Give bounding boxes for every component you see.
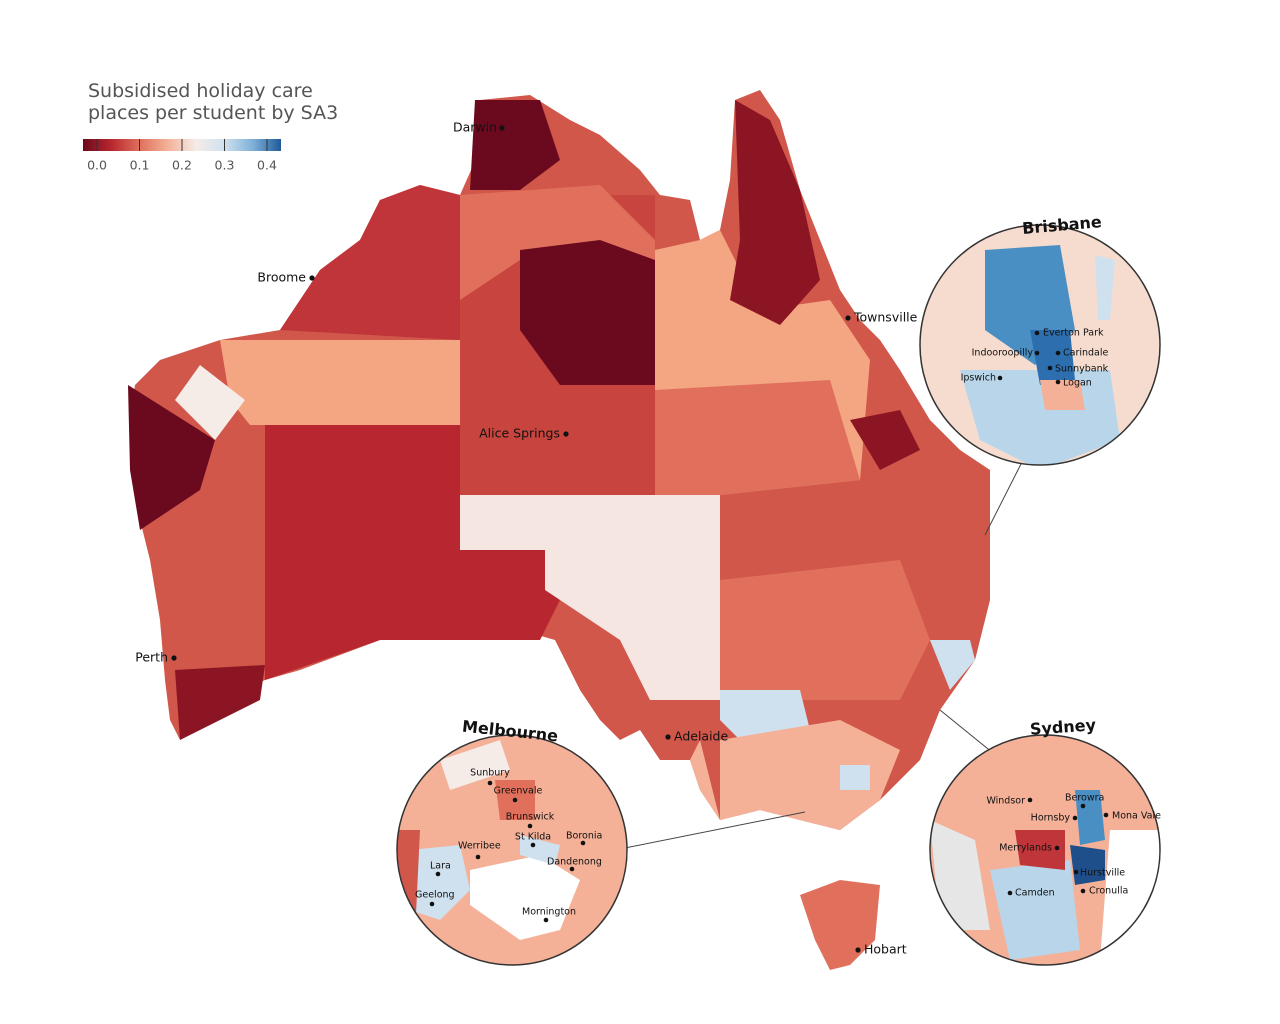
place-label: Hurstville	[1080, 868, 1125, 879]
place-dot	[580, 840, 586, 846]
city-label: Hobart	[864, 942, 907, 957]
place-label: Hornsby	[1031, 813, 1071, 824]
place-dot	[1007, 890, 1013, 896]
place-dot	[1072, 815, 1078, 821]
city-label: Alice Springs	[479, 426, 560, 441]
place-dot	[530, 842, 536, 848]
place-label: Geelong	[415, 890, 455, 901]
place-dot	[1103, 812, 1109, 818]
place-label: Dandenong	[547, 857, 602, 868]
city-dot	[855, 947, 861, 953]
place-label: Mornington	[522, 907, 576, 918]
place-label: Brunswick	[506, 812, 555, 823]
place-label: Camden	[1015, 888, 1055, 899]
place-label: Mona Vale	[1112, 811, 1161, 822]
place-label: Indooroopilly	[972, 348, 1034, 359]
city-label: Adelaide	[674, 729, 728, 744]
place-label: Logan	[1063, 378, 1092, 389]
city-label: Broome	[257, 270, 306, 285]
place-dot	[1055, 379, 1061, 385]
brisbane-inset	[919, 224, 1161, 466]
place-dot	[487, 780, 493, 786]
place-label: Everton Park	[1043, 328, 1104, 339]
place-label: St Kilda	[515, 832, 551, 843]
inset-title: Sydney	[1029, 715, 1097, 739]
legend-tick-label: 0.0	[87, 158, 107, 173]
city-dot	[309, 275, 315, 281]
city-dot	[171, 655, 177, 661]
inset-title: Brisbane	[1021, 212, 1102, 238]
map-title: Subsidised holiday care places per stude…	[88, 80, 339, 124]
place-dot	[1080, 888, 1086, 894]
place-label: Cronulla	[1089, 886, 1128, 897]
place-dot	[1027, 797, 1033, 803]
city-dot	[563, 431, 569, 437]
legend-tick-label: 0.1	[130, 158, 150, 173]
place-dot	[997, 375, 1003, 381]
place-dot	[435, 871, 441, 877]
place-label: Lara	[430, 861, 451, 872]
place-dot	[1073, 869, 1079, 875]
place-dot	[1034, 350, 1040, 356]
place-label: Carindale	[1063, 348, 1109, 359]
inset-connectors	[624, 461, 1023, 849]
place-label: Sunbury	[470, 768, 510, 779]
city-label: Perth	[135, 650, 168, 665]
city-label: Townsville	[853, 310, 918, 325]
place-dot	[1055, 350, 1061, 356]
city-label: Darwin	[453, 120, 497, 135]
city-dot	[499, 125, 505, 131]
sydney-inset	[929, 734, 1161, 966]
melbourne-inset	[396, 734, 628, 966]
city-dot	[665, 734, 671, 740]
city-dot	[845, 315, 851, 321]
place-dot	[569, 866, 575, 872]
place-dot	[429, 901, 435, 907]
place-label: Boronia	[566, 831, 602, 842]
legend-tick-label: 0.3	[215, 158, 235, 173]
place-dot	[1080, 803, 1086, 809]
legend-tick-label: 0.2	[172, 158, 192, 173]
place-label: Berowra	[1065, 793, 1104, 804]
place-dot	[543, 917, 549, 923]
place-label: Werribee	[458, 841, 501, 852]
place-dot	[475, 854, 481, 860]
place-dot	[527, 823, 533, 829]
place-label: Sunnybank	[1055, 364, 1109, 375]
place-label: Merrylands	[999, 843, 1052, 854]
australia	[128, 90, 990, 970]
place-dot	[1047, 365, 1053, 371]
place-label: Ipswich	[961, 373, 996, 384]
legend-tick-label: 0.4	[257, 158, 277, 173]
place-dot	[1034, 330, 1040, 336]
place-label: Greenvale	[494, 786, 543, 797]
place-dot	[1054, 845, 1060, 851]
place-label: Windsor	[986, 796, 1025, 807]
place-dot	[512, 797, 518, 803]
